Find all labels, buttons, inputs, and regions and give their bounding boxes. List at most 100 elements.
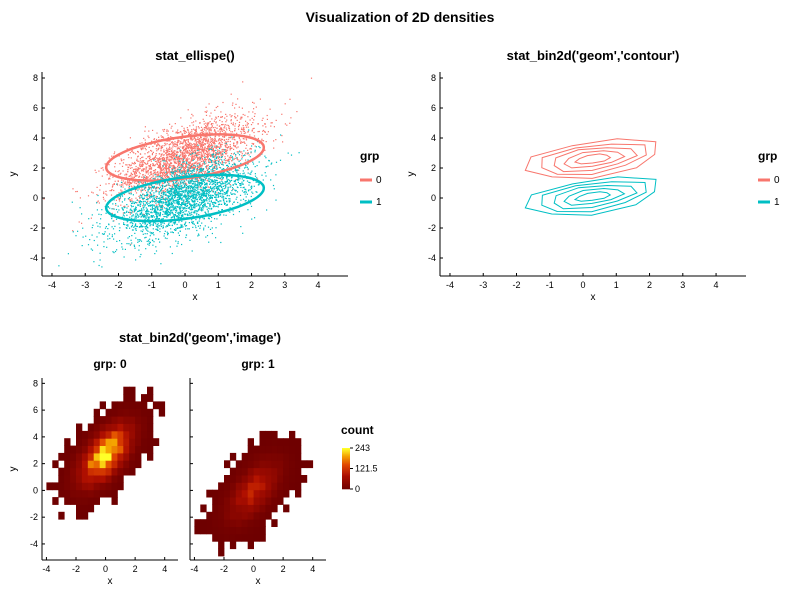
scatter-point	[225, 186, 227, 188]
scatter-point	[195, 168, 197, 170]
scatter-point	[203, 200, 205, 202]
scatter-point	[213, 170, 215, 172]
scatter-point	[246, 180, 249, 182]
scatter-point	[184, 223, 186, 226]
scatter-point	[140, 148, 142, 150]
scatter-point	[230, 131, 232, 133]
scatter-point	[220, 153, 222, 155]
scatter-point	[181, 137, 183, 139]
scatter-point	[207, 167, 210, 169]
scatter-point	[131, 167, 133, 169]
scatter-point	[160, 189, 162, 191]
scatter-point	[220, 200, 222, 202]
scatter-point	[165, 173, 167, 175]
scatter-point	[121, 184, 123, 186]
scatter-point	[206, 189, 208, 191]
scatter-point	[245, 164, 247, 166]
scatter-point	[213, 187, 215, 189]
scatter-point	[234, 189, 236, 191]
scatter-point	[168, 136, 170, 139]
scatter-point	[208, 148, 210, 150]
scatter-point	[172, 142, 174, 144]
scatter-point	[171, 149, 173, 151]
scatter-point	[174, 214, 176, 216]
scatter-point	[112, 228, 115, 230]
scatter-point	[126, 164, 128, 166]
scatter-point	[112, 208, 114, 210]
scatter-point	[165, 212, 167, 214]
scatter-point	[158, 193, 160, 195]
scatter-point	[210, 187, 212, 189]
scatter-point	[240, 116, 242, 118]
scatter-point	[182, 154, 184, 156]
scatter-point	[99, 252, 101, 254]
scatter-point	[175, 186, 177, 188]
scatter-point	[205, 189, 207, 191]
scatter-point	[117, 197, 119, 199]
scatter-point	[228, 136, 230, 138]
scatter-point	[138, 188, 140, 190]
scatter-point	[182, 216, 184, 218]
scatter-point	[208, 149, 210, 151]
scatter-point	[139, 142, 141, 144]
scatter-point	[181, 209, 183, 212]
scatter-point	[191, 130, 193, 132]
scatter-point	[163, 163, 166, 165]
scatter-point	[159, 200, 161, 202]
scatter-point	[140, 164, 142, 166]
scatter-point	[164, 190, 167, 192]
scatter-point	[196, 147, 198, 149]
scatter-point	[187, 146, 190, 148]
scatter-point	[172, 232, 174, 234]
scatter-point	[194, 150, 196, 152]
scatter-point	[234, 125, 236, 127]
scatter-point	[181, 147, 184, 149]
scatter-point	[134, 226, 136, 228]
scatter-point	[167, 189, 169, 191]
scatter-point	[184, 180, 186, 182]
scatter-point	[134, 209, 136, 212]
scatter-point	[177, 201, 179, 203]
scatter-point	[183, 203, 185, 205]
scatter-point	[204, 132, 206, 134]
scatter-point	[130, 176, 132, 178]
scatter-point	[156, 214, 158, 216]
scatter-point	[215, 186, 218, 188]
scatter-point	[200, 158, 202, 160]
scatter-point	[192, 158, 194, 160]
scatter-point	[217, 130, 219, 132]
scatter-point	[132, 211, 134, 213]
scatter-point	[187, 214, 189, 217]
scatter-point	[240, 186, 242, 188]
scatter-point	[215, 176, 217, 178]
scatter-point	[148, 155, 150, 157]
scatter-point	[217, 105, 219, 108]
scatter-point	[160, 135, 162, 137]
scatter-point	[193, 183, 195, 185]
scatter-point	[108, 183, 110, 185]
scatter-point	[188, 153, 191, 155]
scatter-point	[129, 167, 132, 169]
scatter-point	[137, 170, 139, 172]
scatter-point	[152, 219, 154, 221]
scatter-point	[141, 156, 143, 159]
scatter-point	[175, 185, 177, 187]
scatter-point	[198, 163, 201, 165]
scatter-point	[180, 152, 182, 154]
scatter-point	[153, 172, 155, 174]
scatter-point	[81, 222, 83, 224]
scatter-point	[157, 161, 159, 163]
scatter-point	[146, 202, 148, 204]
scatter-point	[257, 184, 259, 186]
scatter-point	[186, 169, 188, 171]
scatter-point	[202, 170, 204, 172]
scatter-point	[183, 191, 185, 193]
scatter-point	[164, 237, 166, 239]
scatter-point	[118, 155, 120, 157]
scatter-point	[184, 196, 186, 198]
scatter-point	[179, 193, 181, 195]
scatter-point	[211, 216, 213, 219]
scatter-point	[201, 200, 203, 202]
scatter-point	[146, 195, 148, 197]
scatter-point	[168, 200, 170, 203]
